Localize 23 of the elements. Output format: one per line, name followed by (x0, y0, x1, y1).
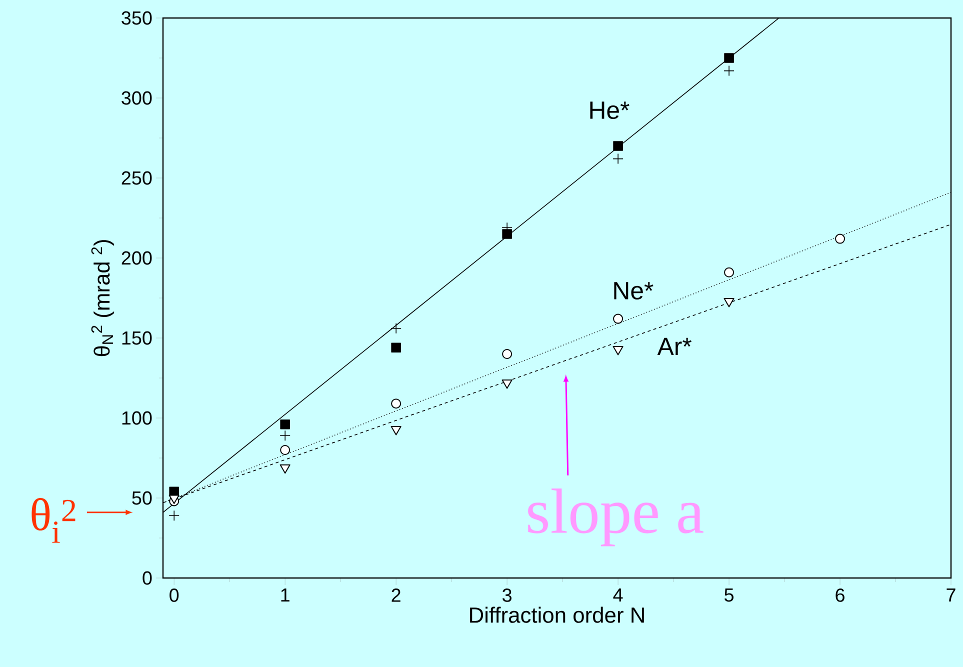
x-tick-label: 7 (946, 588, 956, 602)
x-tick-label: 0 (170, 588, 179, 602)
x-tick-label: 4 (613, 588, 623, 602)
series-label: Ne* (614, 282, 654, 300)
y-tick-label: 250 (122, 171, 152, 185)
series-label: Ar* (657, 338, 692, 356)
x-axis-title: Diffraction order N (470, 606, 644, 623)
y-tick-label: 0 (142, 571, 152, 585)
y-tick-label: 200 (122, 251, 152, 265)
x-tick-label: 3 (502, 588, 512, 602)
y-tick-label: 150 (122, 331, 152, 345)
annotation: slope a (528, 488, 704, 546)
x-tick-label: 6 (836, 588, 844, 602)
annotation: θ$_{i}$2 (32, 498, 76, 543)
y-tick-label: 50 (132, 491, 152, 505)
x-tick-label: 2 (392, 588, 400, 602)
y-tick-label: 350 (122, 11, 152, 25)
x-tick-label: 1 (281, 588, 290, 602)
series-label: He* (590, 102, 630, 120)
y-tick-label: 300 (122, 91, 152, 105)
y-tick-label: 100 (122, 411, 152, 425)
y-axis-title: θ$_{N}$$^{2}$ (mrad $^{2}$) (91, 240, 114, 356)
x-tick-label: 5 (724, 588, 734, 602)
